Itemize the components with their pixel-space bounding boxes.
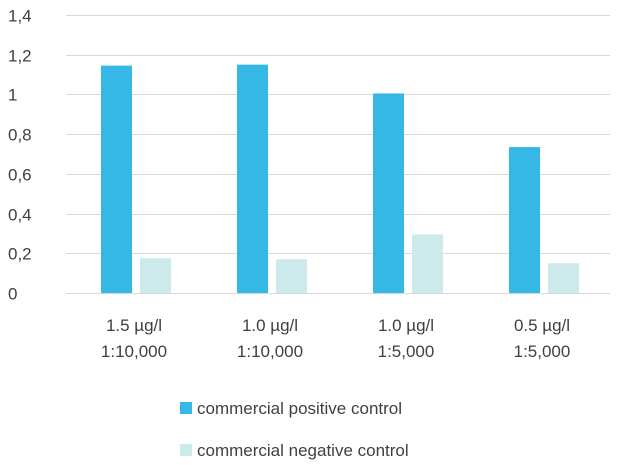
y-tick-label: 0,2 bbox=[8, 245, 32, 264]
x-category-label: 1.5 µg/l bbox=[106, 316, 162, 335]
x-axis-labels: 1.5 µg/l 1:10,000 1.0 µg/l 1:10,000 1.0 µg/l… bbox=[101, 316, 570, 361]
x-category-label: 1.0 µg/l bbox=[242, 316, 298, 335]
y-tick-label: 0,8 bbox=[8, 126, 32, 145]
y-tick-label: 1,4 bbox=[8, 7, 32, 26]
y-tick-label: 0 bbox=[8, 285, 17, 304]
bar-positive-control bbox=[373, 93, 404, 293]
bar-positive-control bbox=[237, 64, 268, 294]
bar-negative-control bbox=[140, 258, 171, 293]
legend-label: commercial positive control bbox=[197, 399, 402, 418]
bar-negative-control bbox=[548, 263, 579, 293]
bars bbox=[101, 64, 579, 294]
legend-swatch bbox=[180, 402, 192, 414]
y-tick-label: 0,6 bbox=[8, 166, 32, 185]
x-category-label: 1.0 µg/l bbox=[378, 316, 434, 335]
legend-swatch bbox=[180, 444, 192, 456]
y-axis-ticks: 0 0,2 0,4 0,6 0,8 1 1,2 1,4 bbox=[8, 7, 32, 304]
bar-positive-control bbox=[101, 65, 132, 293]
gridlines bbox=[66, 15, 610, 294]
y-tick-label: 1,2 bbox=[8, 47, 32, 66]
legend: commercial positive control commercial ne… bbox=[180, 399, 409, 460]
y-tick-label: 1 bbox=[8, 86, 17, 105]
y-tick-label: 0,4 bbox=[8, 206, 32, 225]
x-category-label: 0.5 µg/l bbox=[514, 316, 570, 335]
x-category-label: 1:5,000 bbox=[378, 342, 435, 361]
legend-label: commercial negative control bbox=[197, 441, 409, 460]
x-category-label: 1:5,000 bbox=[514, 342, 571, 361]
x-category-label: 1:10,000 bbox=[101, 342, 167, 361]
bar-positive-control bbox=[509, 147, 540, 293]
bar-negative-control bbox=[412, 234, 443, 293]
x-category-label: 1:10,000 bbox=[237, 342, 303, 361]
bar-negative-control bbox=[276, 259, 307, 293]
